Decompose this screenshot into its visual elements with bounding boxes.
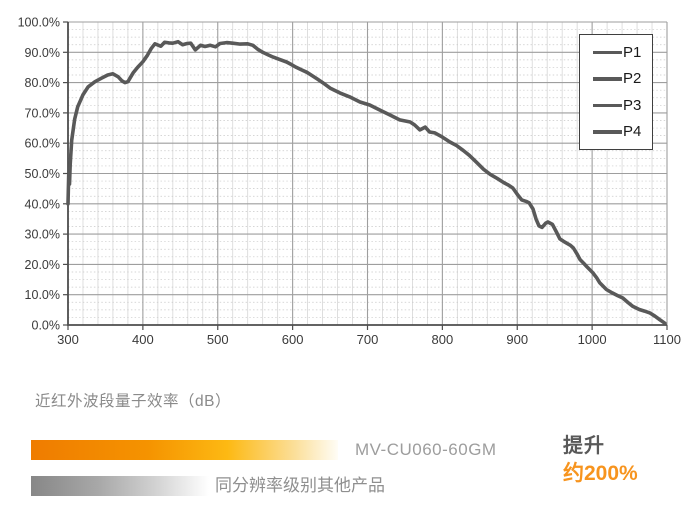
x-tick-label: 400: [132, 332, 154, 347]
legend-line-icon: [593, 103, 622, 107]
x-tick-label: 800: [432, 332, 454, 347]
legend-item-p1: P1: [593, 45, 652, 60]
legend-item-p3: P3: [593, 98, 652, 113]
x-tick-label: 600: [282, 332, 304, 347]
y-tick-label: 0.0%: [32, 319, 61, 333]
x-tick-label: 1100: [653, 332, 681, 347]
y-tick-label: 70.0%: [25, 106, 60, 120]
y-tick-label: 90.0%: [25, 46, 60, 60]
legend-item-p2: P2: [593, 71, 652, 86]
x-tick-label: 900: [506, 332, 528, 347]
legend-label: P2: [623, 70, 642, 88]
legend-label: P1: [623, 43, 642, 61]
x-tick-label: 1000: [578, 332, 607, 347]
legend-label: P4: [623, 123, 642, 141]
y-tick-label: 80.0%: [25, 76, 60, 90]
section-title: 近红外波段量子效率（dB）: [35, 393, 231, 410]
legend-line-icon: [593, 77, 622, 81]
y-tick-label: 30.0%: [25, 228, 60, 242]
y-tick-label: 10.0%: [25, 288, 60, 302]
product-label: MV-CU060-60GM: [355, 440, 497, 459]
y-tick-label: 100.0%: [18, 16, 60, 30]
legend-line-icon: [593, 130, 622, 134]
improvement-callout: 提升 约200%: [563, 433, 638, 488]
y-tick-label: 50.0%: [25, 167, 60, 181]
chart-legend: P1 P2 P3 P4: [579, 34, 653, 150]
legend-item-p4: P4: [593, 124, 652, 139]
y-tick-label: 20.0%: [25, 258, 60, 272]
x-tick-label: 700: [357, 332, 379, 347]
x-tick-label: 500: [207, 332, 229, 347]
competitor-label: 同分辨率级别其他产品: [215, 476, 385, 495]
y-tick-label: 40.0%: [25, 197, 60, 211]
qe-curve: [66, 39, 667, 326]
x-tick-label: 300: [57, 332, 79, 347]
legend-line-icon: [593, 50, 622, 54]
y-tick-label: 60.0%: [25, 137, 60, 151]
orange-gradient-bar: [31, 440, 338, 460]
improvement-title: 提升: [563, 435, 605, 457]
gray-gradient-bar: [31, 476, 209, 496]
legend-label: P3: [623, 96, 642, 114]
qe-chart-svg: 300 400 500 600 700 800 900 1000 1100 0.0% 10.0% 20…: [18, 16, 681, 348]
improvement-value: 约200%: [563, 462, 638, 485]
